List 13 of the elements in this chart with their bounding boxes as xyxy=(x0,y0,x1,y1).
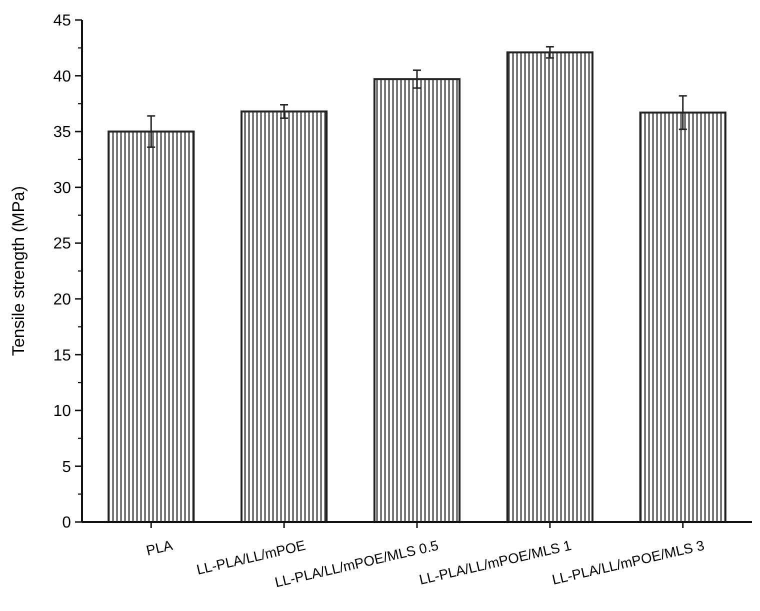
y-axis-title: Tensile strength (MPa) xyxy=(9,186,28,356)
y-tick-label: 40 xyxy=(53,68,72,86)
bar xyxy=(506,51,594,523)
y-tick-label: 35 xyxy=(53,124,72,142)
y-tick-label: 15 xyxy=(53,347,72,364)
y-tick-label: 0 xyxy=(62,514,72,532)
y-tick-label: 5 xyxy=(62,458,72,476)
y-tick-label: 10 xyxy=(53,403,72,420)
y-tick-label: 20 xyxy=(53,291,72,308)
x-tick-label: PLA xyxy=(144,536,175,558)
y-tick-label: 25 xyxy=(53,236,72,253)
y-tick-label: 30 xyxy=(53,180,72,197)
y-tick-label: 45 xyxy=(53,12,72,30)
